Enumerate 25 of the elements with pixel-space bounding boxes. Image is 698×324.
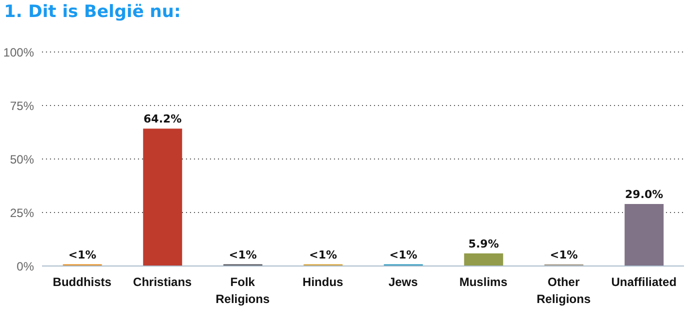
- data-label: <1%: [228, 248, 257, 262]
- y-tick-label: 0%: [16, 259, 34, 274]
- x-tick-label: Christians: [133, 275, 192, 289]
- x-tick-label: Muslims: [459, 275, 508, 289]
- x-tick-label: Buddhists: [52, 275, 112, 289]
- y-tick-label: 100%: [3, 45, 34, 60]
- bar: [143, 128, 182, 266]
- y-tick-label: 25%: [10, 206, 34, 220]
- chart-title: 1. Dit is België nu:: [3, 1, 182, 24]
- x-tick-label: Unaffiliated: [611, 275, 677, 289]
- x-tick-label: Folk Religions: [216, 275, 270, 306]
- data-label: <1%: [550, 248, 578, 262]
- data-label: <1%: [389, 248, 418, 262]
- data-label: 5.9%: [468, 237, 499, 250]
- data-label: 29.0%: [625, 188, 664, 201]
- data-label: <1%: [309, 248, 338, 262]
- x-tick-label: Jews: [388, 275, 418, 289]
- bar: [464, 253, 504, 266]
- y-tick-label: 50%: [10, 152, 34, 166]
- y-tick-label: 75%: [10, 98, 34, 113]
- bar: [624, 204, 664, 266]
- x-tick-label: Other Religions: [536, 275, 591, 306]
- data-label: 64.2%: [144, 112, 182, 126]
- x-tick-label: Hindus: [302, 275, 344, 289]
- data-label: <1%: [68, 248, 96, 262]
